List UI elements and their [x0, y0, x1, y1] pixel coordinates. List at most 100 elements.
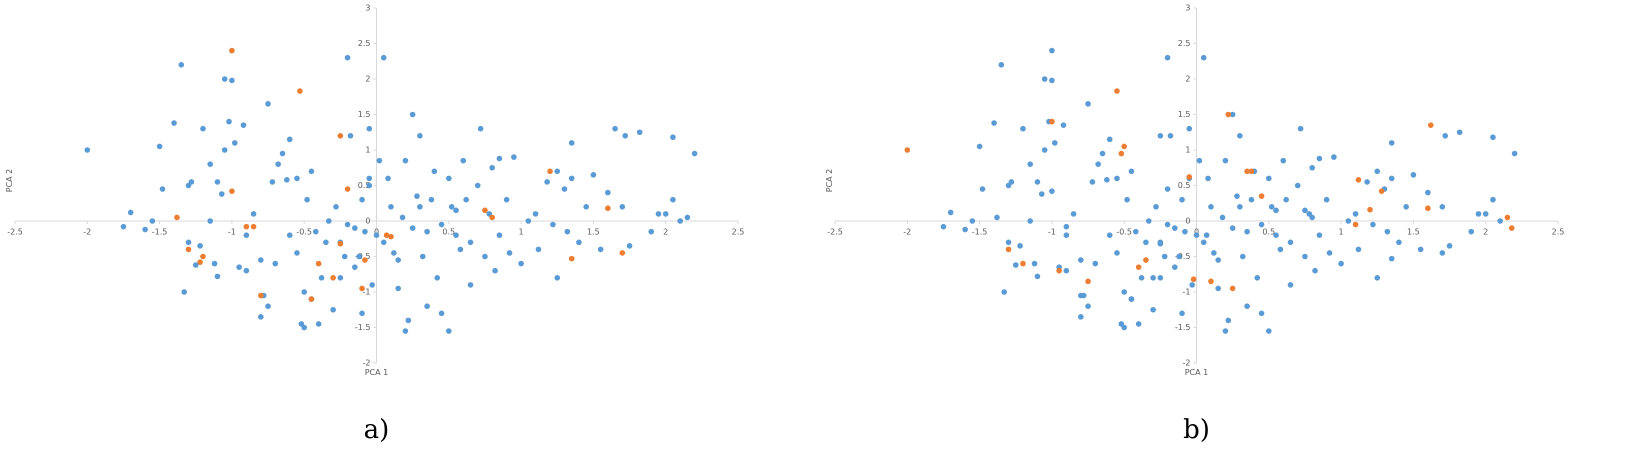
point: [1193, 232, 1200, 238]
caption: b): [1183, 415, 1210, 445]
point: [1070, 211, 1077, 217]
point: [1475, 211, 1482, 217]
point: [1497, 218, 1503, 224]
point: [174, 214, 180, 221]
point: [467, 239, 474, 246]
point: [998, 62, 1005, 68]
point: [142, 226, 148, 233]
point: [1248, 196, 1255, 203]
point: [1020, 260, 1026, 267]
point: [1326, 250, 1333, 256]
point: [1287, 239, 1294, 246]
point: [655, 211, 662, 217]
point: [159, 186, 166, 192]
point: [1121, 143, 1127, 150]
point: [333, 204, 339, 210]
x-tick-label: 1: [519, 228, 524, 237]
x-tick-label: 0: [1194, 228, 1199, 237]
point: [1049, 118, 1055, 125]
point: [991, 120, 997, 126]
point: [1189, 282, 1195, 288]
point: [1277, 246, 1284, 253]
point: [1027, 218, 1034, 224]
point: [1446, 243, 1453, 249]
point: [1417, 246, 1424, 253]
x-tick-label: -2: [83, 228, 91, 237]
point: [648, 228, 655, 235]
point: [1442, 133, 1449, 139]
point: [214, 273, 221, 280]
point: [561, 186, 568, 192]
x-tick-label: -0.5: [1116, 228, 1132, 237]
point: [1273, 232, 1279, 238]
point: [684, 214, 691, 221]
point: [330, 306, 336, 313]
point: [243, 223, 250, 230]
point: [240, 122, 247, 128]
point: [1041, 76, 1048, 82]
point: [185, 246, 192, 253]
point: [301, 324, 308, 331]
point: [1203, 232, 1210, 238]
y-tick-label: 1: [1185, 146, 1190, 155]
point: [188, 179, 195, 185]
point: [1182, 228, 1188, 235]
point: [554, 168, 561, 175]
y-tick-label: 0.5: [358, 181, 371, 190]
point: [677, 218, 683, 224]
point: [1157, 240, 1164, 247]
point: [1172, 225, 1178, 231]
point: [1005, 239, 1012, 246]
point: [474, 182, 481, 189]
point: [1297, 125, 1304, 132]
point: [347, 133, 354, 139]
point: [1211, 250, 1217, 256]
point: [359, 285, 365, 292]
point: [453, 232, 459, 238]
point: [1135, 264, 1142, 270]
y-tick-label: -2: [363, 359, 371, 368]
point: [1364, 179, 1370, 185]
point: [1164, 221, 1171, 228]
point: [272, 260, 279, 267]
point: [532, 211, 539, 217]
point: [294, 175, 300, 182]
point: [1309, 214, 1315, 221]
y-tick-label: 0: [365, 217, 370, 226]
x-tick-label: 2.5: [1552, 228, 1565, 237]
point: [550, 221, 556, 228]
point: [482, 207, 488, 214]
point: [448, 204, 455, 210]
point: [619, 204, 626, 210]
point: [1331, 154, 1337, 160]
point: [994, 214, 1000, 221]
point: [962, 226, 968, 233]
point: [1078, 257, 1084, 263]
point: [221, 147, 228, 153]
point: [221, 76, 228, 82]
y-tick-label: 1.5: [1178, 110, 1191, 119]
point: [395, 257, 401, 263]
point: [1205, 175, 1211, 182]
point: [226, 118, 232, 125]
point: [376, 157, 383, 164]
point: [547, 168, 553, 175]
point: [231, 140, 238, 146]
point: [506, 250, 513, 256]
point: [362, 228, 368, 235]
point: [1215, 285, 1221, 292]
point: [243, 267, 250, 274]
point: [409, 225, 416, 231]
x-tick-label: -2.5: [827, 228, 843, 237]
point: [1237, 133, 1243, 139]
point: [359, 310, 365, 317]
point: [1248, 168, 1255, 175]
x-tick-label: -2: [903, 228, 911, 237]
point: [362, 257, 368, 263]
point: [1200, 239, 1207, 246]
point: [1128, 168, 1135, 175]
point: [1258, 310, 1265, 317]
point: [1345, 218, 1352, 224]
point: [1244, 168, 1250, 175]
x-tick-label: 0.5: [442, 228, 455, 237]
